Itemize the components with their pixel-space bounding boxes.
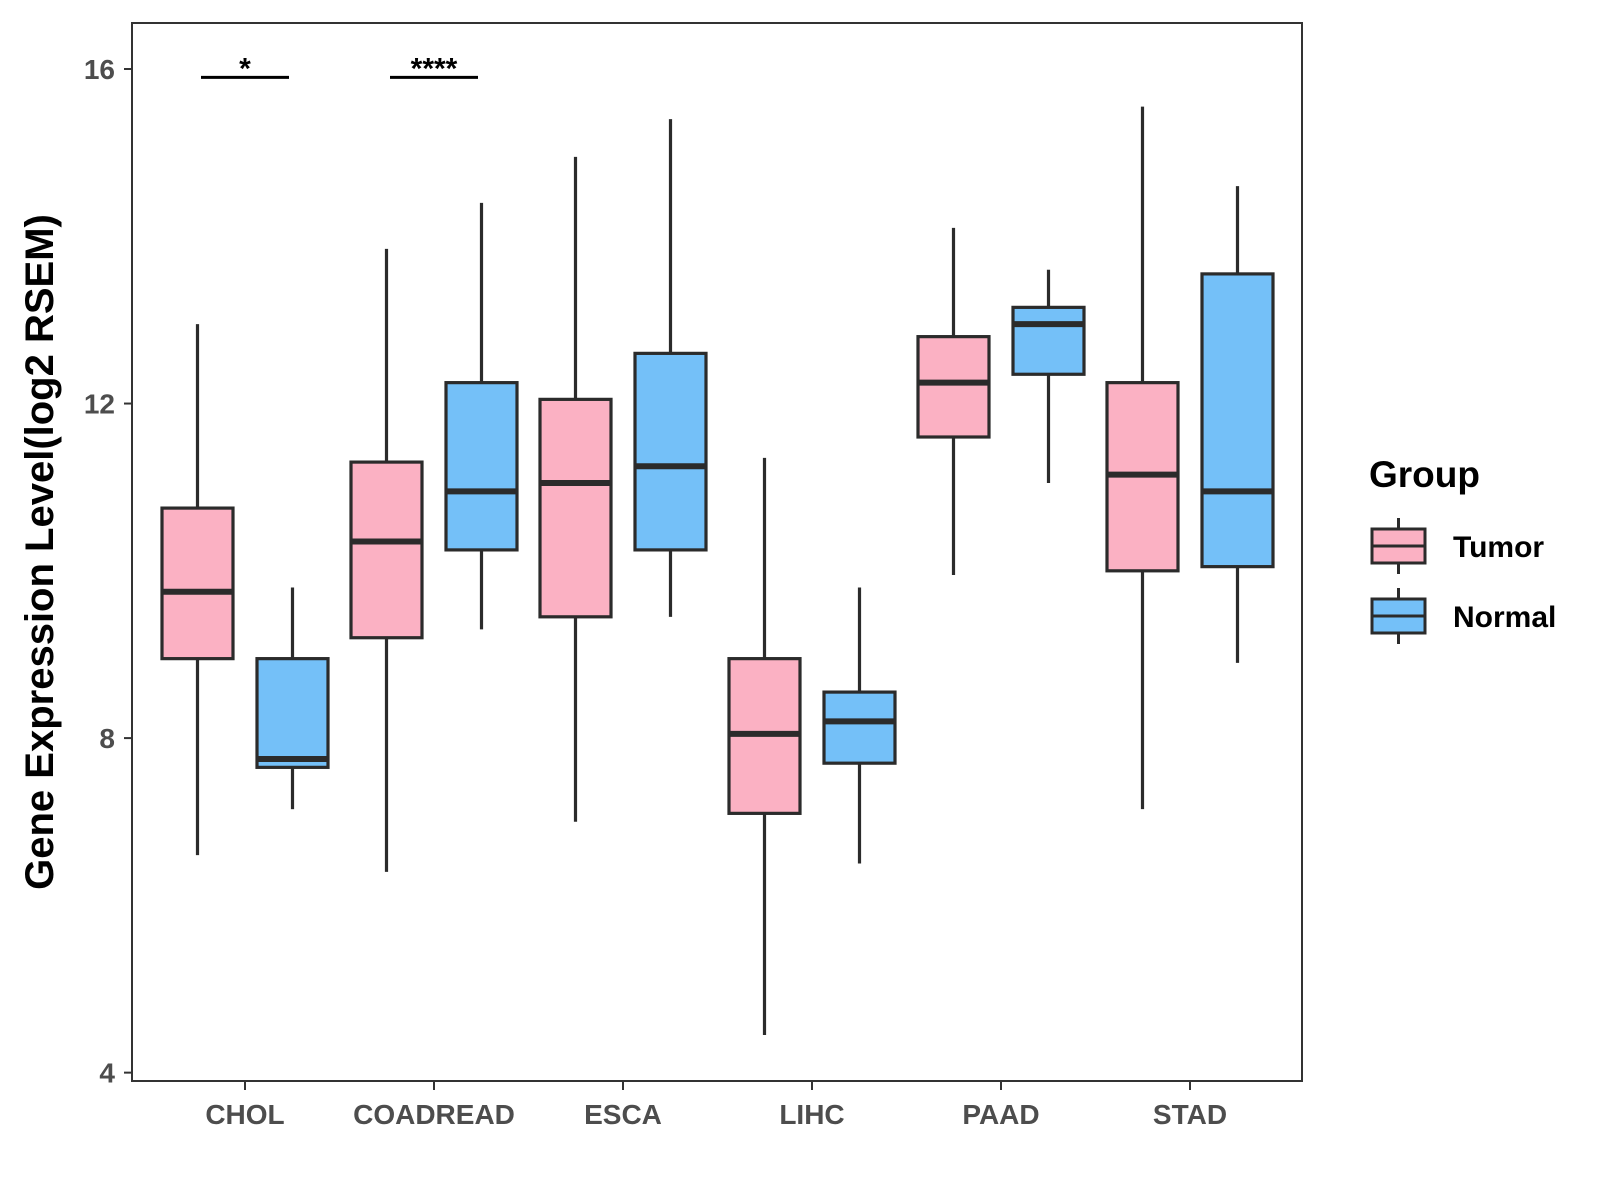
x-tick-label: COADREAD — [353, 1099, 515, 1130]
legend-label-normal: Normal — [1453, 601, 1556, 634]
x-tick-label: CHOL — [205, 1099, 284, 1130]
legend-key-tumor — [1370, 518, 1427, 574]
box-normal-lihc — [822, 587, 897, 864]
box-iqr — [444, 381, 519, 552]
box-iqr — [1011, 305, 1086, 376]
significance-label: **** — [411, 52, 458, 85]
box-normal-coadread — [444, 202, 519, 630]
box-iqr — [822, 690, 897, 765]
box-iqr — [538, 397, 613, 619]
plot-panel-border — [131, 22, 1303, 1082]
box-iqr — [633, 351, 708, 552]
y-tick-label: 16 — [84, 54, 115, 85]
y-tick-label: 4 — [99, 1058, 115, 1089]
box-tumor-chol — [160, 324, 235, 856]
legend-label-tumor: Tumor — [1453, 531, 1544, 564]
x-tick-label: STAD — [1153, 1099, 1227, 1130]
box-tumor-lihc — [727, 457, 802, 1035]
y-axis-title: Gene Expression Level(log2 RSEM) — [18, 214, 62, 890]
significance-label: * — [239, 52, 251, 85]
x-tick-label: LIHC — [779, 1099, 844, 1130]
legend-key-normal — [1370, 588, 1427, 644]
box-iqr — [349, 460, 424, 640]
box-iqr — [160, 506, 235, 661]
box-iqr — [1200, 272, 1275, 569]
box-tumor-esca — [538, 156, 613, 822]
box-normal-paad — [1011, 269, 1086, 483]
y-tick-label: 8 — [99, 723, 115, 754]
box-iqr — [916, 335, 991, 439]
y-tick-label: 12 — [84, 389, 115, 420]
box-normal-chol — [255, 587, 330, 810]
box-normal-esca — [633, 119, 708, 617]
x-tick-label: PAAD — [962, 1099, 1039, 1130]
x-tick-label: ESCA — [584, 1099, 662, 1130]
box-normal-stad — [1200, 186, 1275, 663]
box-tumor-stad — [1105, 106, 1180, 810]
legend: Group Tumor Normal — [1369, 454, 1556, 644]
box-tumor-paad — [916, 227, 991, 575]
box-tumor-coadread — [349, 248, 424, 872]
box-iqr — [255, 657, 330, 769]
legend-title: Group — [1369, 454, 1480, 495]
